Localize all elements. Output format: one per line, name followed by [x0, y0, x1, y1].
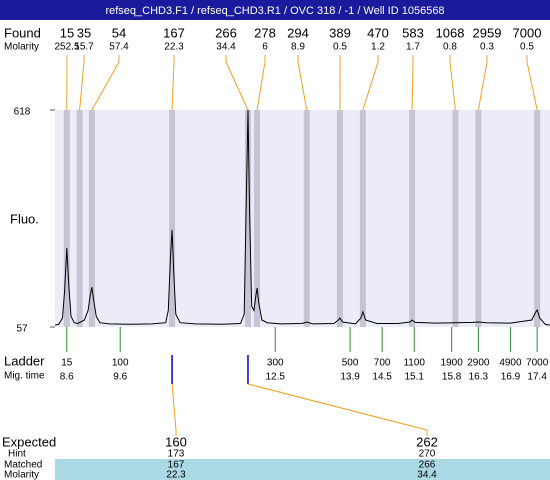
- expected-value: 160: [165, 434, 187, 449]
- found-connector: [411, 55, 414, 111]
- molarity-value: 34.4: [417, 470, 437, 480]
- matched-value: 167: [168, 460, 185, 471]
- ladder-time: 17.4: [527, 372, 547, 383]
- found-connector: [79, 55, 85, 111]
- matched-label: Matched: [4, 460, 42, 471]
- molarity-label: Molarity: [4, 470, 39, 480]
- ladder-size: 7000: [526, 358, 549, 369]
- found-molarity: 22.3: [164, 42, 184, 53]
- found-molarity: 0.8: [443, 42, 457, 53]
- peak-band: [76, 110, 83, 327]
- found-size: 2959: [473, 25, 502, 40]
- peak-band: [534, 110, 541, 327]
- found-connector: [297, 55, 308, 111]
- ladder-size: 2900: [467, 358, 490, 369]
- plot-area: [55, 110, 550, 327]
- found-size: 167: [163, 25, 185, 40]
- hint-value: 173: [168, 449, 185, 460]
- hint-label: Hint: [8, 449, 26, 460]
- found-molarity: 1.2: [371, 42, 385, 53]
- trace-group: [55, 109, 550, 326]
- peak-band: [88, 110, 95, 327]
- found-connector: [256, 55, 266, 111]
- found-molarity: 0.5: [333, 42, 347, 53]
- found-connector: [362, 55, 379, 111]
- peak-band: [63, 110, 70, 327]
- found-size: 1068: [436, 25, 465, 40]
- ladder-size: 100: [112, 358, 129, 369]
- ladder-size: 700: [374, 358, 391, 369]
- expected-connector: [247, 383, 428, 436]
- peak-band: [244, 110, 251, 327]
- ladder-time: 12.5: [266, 372, 286, 383]
- found-size: 15: [60, 25, 74, 40]
- peak-band: [409, 110, 416, 327]
- found-molarity: 8.9: [291, 42, 305, 53]
- hint-value: 270: [419, 449, 436, 460]
- expected-connector: [171, 383, 177, 436]
- found-connector: [171, 55, 175, 111]
- ladder-size: 300: [267, 358, 284, 369]
- trace: [55, 109, 550, 326]
- found-molarity: 252.5: [54, 42, 79, 53]
- ladder-time: 9.6: [113, 372, 127, 383]
- found-connector: [526, 55, 538, 111]
- ladder-time: 16.9: [501, 372, 521, 383]
- ladder-time: 8.6: [60, 372, 74, 383]
- ladder-time: 15.1: [404, 372, 424, 383]
- expected-label: Expected: [2, 434, 56, 449]
- found-molarity-label: Molarity: [4, 42, 39, 53]
- ladder-time: 14.5: [372, 372, 392, 383]
- found-size: 7000: [513, 25, 542, 40]
- header-bar: [0, 0, 550, 20]
- expected-value: 262: [416, 434, 438, 449]
- found-label: Found: [4, 25, 41, 40]
- peak-band: [169, 110, 176, 327]
- peak-band: [336, 110, 343, 327]
- ladder-size: 1900: [441, 358, 464, 369]
- found-connector: [225, 55, 249, 111]
- found-size: 583: [402, 25, 424, 40]
- peak-band: [452, 110, 459, 327]
- ladder-size: 500: [342, 358, 359, 369]
- ladder-label: Ladder: [4, 353, 45, 368]
- found-size: 54: [112, 25, 126, 40]
- y-tick-label: 618: [14, 107, 31, 118]
- found-molarity: 0.3: [480, 42, 494, 53]
- found-molarity: 57.4: [109, 42, 129, 53]
- ladder-time: 13.9: [340, 372, 360, 383]
- found-size: 470: [367, 25, 389, 40]
- ladder-time-label: Mig. time: [4, 371, 45, 382]
- ladder-time: 15.8: [442, 372, 462, 383]
- matched-value: 266: [419, 460, 436, 471]
- peak-band: [359, 110, 366, 327]
- found-size: 294: [287, 25, 309, 40]
- matched-row-band: [55, 459, 550, 480]
- found-connector: [477, 55, 488, 111]
- peak-band: [475, 110, 482, 327]
- found-molarity: 6: [262, 42, 268, 53]
- molarity-value: 22.3: [166, 470, 186, 480]
- found-size: 389: [329, 25, 351, 40]
- ladder-size: 1100: [403, 358, 425, 369]
- header-title: refseq_CHD3.F1 / refseq_CHD3.R1 / OVC 31…: [105, 5, 444, 17]
- peak-band: [303, 110, 310, 327]
- y-tick-label: 57: [16, 324, 28, 335]
- found-molarity: 0.5: [520, 42, 534, 53]
- y-axis-label: Fluo.: [10, 211, 39, 226]
- found-molarity: 34.4: [216, 42, 236, 53]
- ladder-size: 15: [61, 358, 73, 369]
- found-size: 278: [254, 25, 276, 40]
- found-molarity: 15.7: [74, 42, 94, 53]
- found-molarity: 1.7: [406, 42, 420, 53]
- found-size: 266: [215, 25, 237, 40]
- peak-band: [254, 110, 261, 327]
- found-connector: [91, 55, 120, 111]
- ladder-time: 16.3: [469, 372, 489, 383]
- found-size: 35: [77, 25, 91, 40]
- found-connector: [449, 55, 456, 111]
- ladder-size: 4900: [499, 358, 522, 369]
